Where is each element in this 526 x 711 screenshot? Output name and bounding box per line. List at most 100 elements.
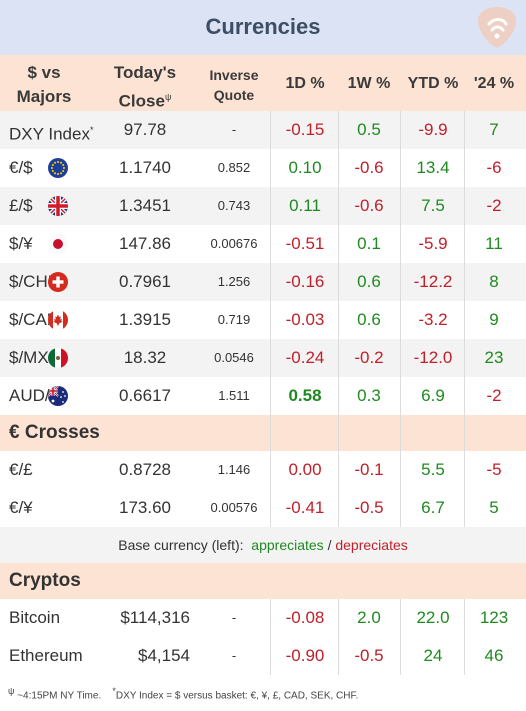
column-divider xyxy=(400,599,401,675)
change-ytd: 22.0 xyxy=(416,608,450,627)
inverse-quote: 0.852 xyxy=(217,160,251,175)
change-1d: 0.11 xyxy=(289,196,321,215)
inverse-quote: 0.743 xyxy=(217,198,251,213)
change-2024: 7 xyxy=(489,120,499,139)
column-divider xyxy=(270,599,271,675)
table-row: €/$ 1.1740 0.852 0.10 -0.6 13.4 -6 xyxy=(0,149,526,187)
close-value: 173.60 xyxy=(119,498,171,517)
change-1d: -0.41 xyxy=(285,498,325,517)
change-1w: -0.1 xyxy=(354,460,384,479)
change-1d: 0.00 xyxy=(288,460,322,479)
inverse-quote: 0.00576 xyxy=(210,500,258,515)
currency-name: $/CHF xyxy=(9,272,59,291)
close-value: 18.32 xyxy=(123,348,167,367)
change-1d: -0.15 xyxy=(285,120,325,139)
change-1d: -0.08 xyxy=(285,608,325,627)
close-value: 97.78 xyxy=(123,120,167,139)
table-row: £/$ 1.3451 0.743 0.11 -0.6 7.5 -2 xyxy=(0,187,526,225)
title-bar xyxy=(0,0,526,55)
inverse-quote: 1.146 xyxy=(217,462,251,477)
change-ytd: -3.2 xyxy=(418,310,448,329)
row-stripe xyxy=(0,263,526,301)
currency-name: Ethereum xyxy=(9,646,83,665)
close-value: 1.1740 xyxy=(119,158,171,177)
inverse-quote: 1.256 xyxy=(217,274,251,289)
currency-name: €/£ xyxy=(9,460,33,479)
change-2024: -2 xyxy=(486,386,502,405)
close-value: $4,154 xyxy=(138,646,190,665)
header-ytd: YTD % xyxy=(407,75,459,92)
table-row: $/CHF 0.7961 1.256 -0.16 0.6 -12.2 8 xyxy=(0,263,526,301)
swiss-flag-icon xyxy=(48,272,68,292)
inverse-quote: 0.00676 xyxy=(210,236,258,251)
column-divider xyxy=(464,111,465,527)
australia-flag-icon xyxy=(48,386,68,406)
change-ytd: 6.9 xyxy=(421,386,445,405)
change-1w: -0.5 xyxy=(354,646,384,665)
change-1d: -0.24 xyxy=(285,348,325,367)
change-2024: 46 xyxy=(484,646,504,665)
currency-name: DXY Index* xyxy=(9,124,94,144)
eu-flag-icon xyxy=(48,158,68,178)
table-row: $/MXN 18.32 0.0546 -0.24 -0.2 -12.0 23 xyxy=(0,339,526,377)
change-ytd: 5.5 xyxy=(421,460,445,479)
change-1w: 0.3 xyxy=(357,386,381,405)
table-header: $ vs Majors Today's Closeψ Inverse Quote 1D… xyxy=(0,55,526,111)
uk-flag-icon xyxy=(48,196,68,216)
row-stripe xyxy=(0,111,526,149)
inverse-quote: - xyxy=(231,648,237,663)
mexico-flag-icon xyxy=(48,348,68,368)
footnote: ψ ~4:15PM NY Time. *DXY Index = $ versus… xyxy=(8,686,359,702)
change-2024: 11 xyxy=(485,234,503,253)
change-1w: 0.5 xyxy=(357,120,381,139)
currency-name: £/$ xyxy=(9,196,33,215)
close-value: $114,316 xyxy=(120,608,190,627)
change-1w: -0.2 xyxy=(354,348,384,367)
inverse-quote: - xyxy=(231,610,237,625)
legend: Base currency (left): appreciates / depr… xyxy=(0,527,526,563)
change-1w: 0.1 xyxy=(357,234,381,253)
header-inverse: Inverse Quote xyxy=(209,67,259,103)
inverse-quote: 0.719 xyxy=(217,312,251,327)
change-2024: 5 xyxy=(489,498,499,517)
change-2024: -2 xyxy=(486,196,502,215)
change-1w: 0.6 xyxy=(357,310,381,329)
change-1d: -0.90 xyxy=(285,646,325,665)
change-1w: 0.6 xyxy=(357,272,381,291)
header-close: Today's Closeψ xyxy=(113,63,177,111)
row-stripe xyxy=(0,187,526,225)
table-row: $/¥ 147.86 0.00676 -0.51 0.1 -5.9 11 xyxy=(0,225,526,263)
table-row: Bitcoin $114,316 - -0.08 2.0 22.0 123 xyxy=(0,599,526,637)
canada-flag-icon xyxy=(48,310,68,330)
header-1w: 1W % xyxy=(347,75,391,92)
currency-name: $/MXN xyxy=(9,348,61,367)
change-2024: 9 xyxy=(489,310,499,329)
change-1d: 0.58 xyxy=(288,386,322,405)
change-2024: -6 xyxy=(486,158,502,177)
change-2024: -5 xyxy=(486,460,502,479)
column-divider xyxy=(400,111,401,527)
legend-appreciates: appreciates xyxy=(251,537,324,553)
table-row: €/¥ 173.60 0.00576 -0.41 -0.5 6.7 5 xyxy=(0,489,526,527)
change-2024: 123 xyxy=(479,608,509,627)
currency-name: AUD/$ xyxy=(9,386,60,405)
change-ytd: -12.0 xyxy=(413,348,453,367)
section-euro-crosses: € Crosses xyxy=(0,415,526,451)
table-row: DXY Index* 97.78 - -0.15 0.5 -9.9 7 xyxy=(0,111,526,149)
change-1w: -0.6 xyxy=(354,158,384,177)
change-1w: -0.5 xyxy=(354,498,384,517)
change-ytd: 6.7 xyxy=(421,498,445,517)
section-cryptos: Cryptos xyxy=(0,563,526,599)
table-row: AUD/$ 0.6617 1.511 0.58 0.3 6.9 -2 xyxy=(0,377,526,415)
page-title: Currencies xyxy=(205,14,321,39)
change-1w: 2.0 xyxy=(357,608,381,627)
close-value: 1.3451 xyxy=(119,196,171,215)
change-1d: 0.10 xyxy=(288,158,322,177)
currency-name: €/¥ xyxy=(9,498,33,517)
change-1d: -0.51 xyxy=(285,234,325,253)
legend-depreciates: depreciates xyxy=(335,537,408,553)
header-1d: 1D % xyxy=(285,75,325,92)
row-stripe xyxy=(0,339,526,377)
table-row: €/£ 0.8728 1.146 0.00 -0.1 5.5 -5 xyxy=(0,451,526,489)
change-ytd: -5.9 xyxy=(418,234,448,253)
